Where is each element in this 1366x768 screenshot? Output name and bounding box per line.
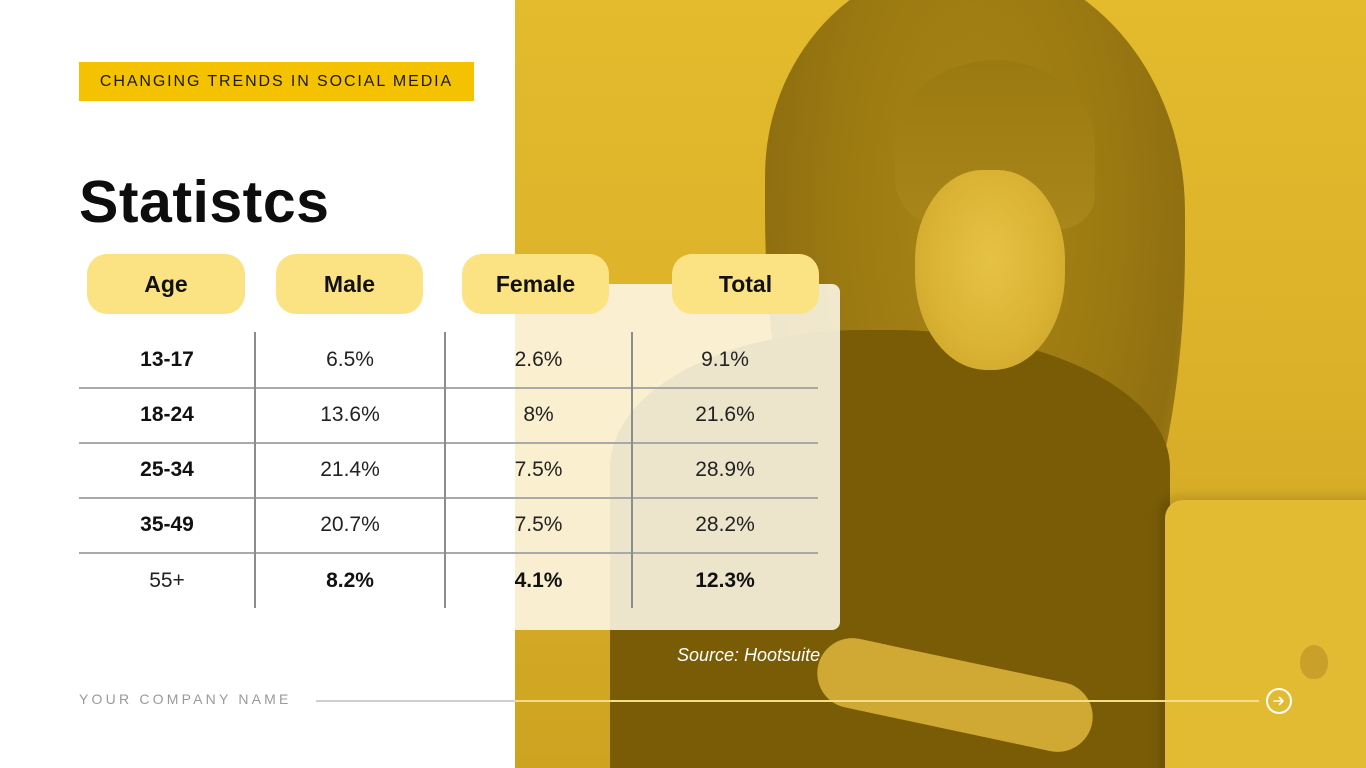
table-cell-age: 18-24: [140, 402, 194, 426]
table-cell-male: 21.4%: [320, 457, 380, 481]
table-cell-male: 8.2%: [326, 568, 374, 592]
table-cell-total: 28.2%: [695, 512, 755, 536]
photo-laptop-shape: [1165, 500, 1366, 768]
table-cell-age: 55+: [149, 568, 185, 592]
section-tag: CHANGING TRENDS IN SOCIAL MEDIA: [79, 62, 474, 101]
laptop-logo-icon: [1300, 645, 1328, 679]
column-header-age: Age: [87, 254, 245, 314]
table-cell-female: 4.1%: [514, 568, 563, 592]
table-cell-female: 2.6%: [514, 347, 563, 371]
table-cell-age: 13-17: [140, 347, 194, 371]
table-cell-female: 7.5%: [514, 457, 563, 481]
photo-face-shape: [915, 170, 1065, 370]
company-name: YOUR COMPANY NAME: [79, 691, 292, 707]
table-cell-male: 20.7%: [320, 512, 380, 536]
table-cell-total: 9.1%: [701, 347, 749, 371]
next-slide-button[interactable]: [1266, 688, 1292, 714]
table-cell-male: 6.5%: [326, 347, 374, 371]
table-cell-total: 12.3%: [695, 568, 755, 592]
column-divider: [631, 332, 633, 608]
table-cell-total: 28.9%: [695, 457, 755, 481]
page-title: Statistcs: [79, 169, 330, 235]
table-row: 35-49 20.7% 7.5% 28.2%: [79, 497, 818, 554]
table-row: 25-34 21.4% 7.5% 28.9%: [79, 442, 818, 499]
column-header-total: Total: [672, 254, 819, 314]
table-cell-female: 8%: [523, 402, 554, 426]
table-cell-total: 21.6%: [695, 402, 755, 426]
table-cell-male: 13.6%: [320, 402, 380, 426]
table-cell-female: 7.5%: [514, 512, 563, 536]
table-row: 13-17 6.5% 2.6% 9.1%: [79, 332, 818, 389]
table-card-background: [515, 284, 840, 630]
column-divider: [254, 332, 256, 608]
arrow-right-circle-icon: [1273, 696, 1284, 706]
footer-divider: [316, 700, 1259, 702]
table-row: 18-24 13.6% 8% 21.6%: [79, 387, 818, 444]
table-row: 55+ 8.2% 4.1% 12.3%: [79, 553, 818, 608]
column-header-male: Male: [276, 254, 423, 314]
source-note: Source: Hootsuite: [677, 645, 821, 665]
column-divider: [444, 332, 446, 608]
table-cell-age: 25-34: [140, 457, 194, 481]
column-header-female: Female: [462, 254, 609, 314]
table-cell-age: 35-49: [140, 512, 194, 536]
hero-photo: [515, 0, 1366, 768]
